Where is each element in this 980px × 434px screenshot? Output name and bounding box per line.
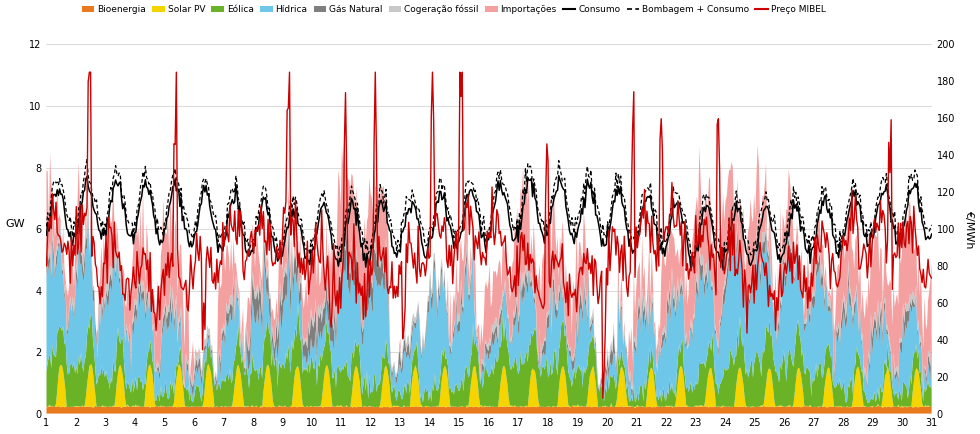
Legend: Bioenergia, Solar PV, Eólica, Hídrica, Gás Natural, Cogeração fóssil, Importaçõe: Bioenergia, Solar PV, Eólica, Hídrica, G… [78,1,829,18]
Y-axis label: €/MWh: €/MWh [964,210,974,248]
Y-axis label: GW: GW [6,219,25,229]
